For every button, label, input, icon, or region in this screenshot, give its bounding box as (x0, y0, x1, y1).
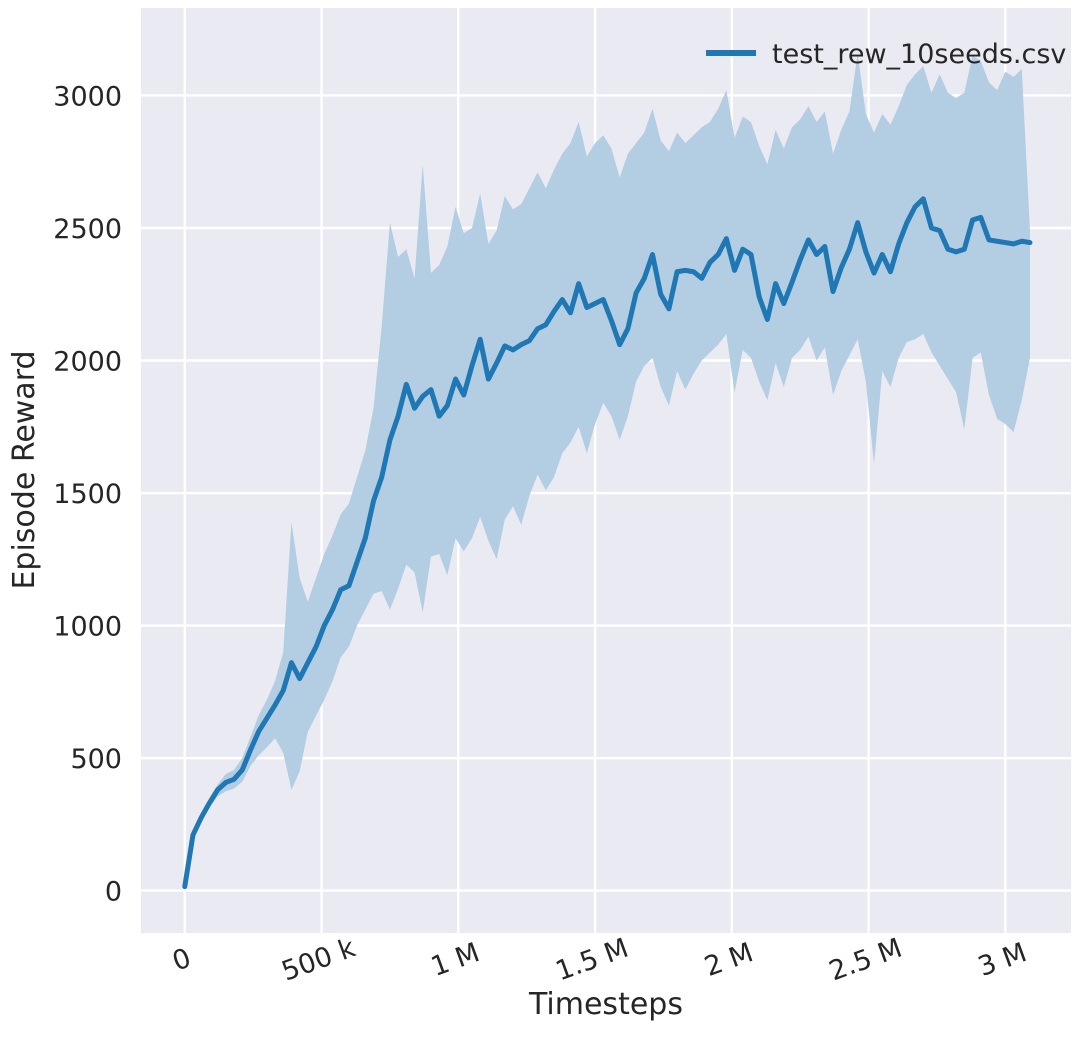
series-band-0 (184, 53, 1030, 887)
y-tick-label: 500 (70, 744, 122, 775)
y-tick-label: 2500 (53, 214, 122, 245)
y-axis-title: Episode Reward (7, 350, 42, 589)
legend[interactable]: test_rew_10seeds.csv (706, 39, 1066, 70)
series-mean-line-0 (182, 196, 1033, 890)
x-axis-title: Timesteps (528, 987, 683, 1022)
y-tick-label: 2000 (53, 347, 122, 378)
y-axis-tick-labels: 0 500 1000 1500 2000 2500 3000 (53, 81, 122, 907)
series-line (182, 196, 1033, 890)
legend-entry-label: test_rew_10seeds.csv (772, 39, 1066, 70)
y-tick-label: 0 (105, 877, 122, 908)
y-tick-label: 1500 (53, 479, 122, 510)
y-tick-label: 1000 (53, 612, 122, 643)
y-tick-label: 3000 (53, 81, 122, 112)
confidence-band (184, 53, 1030, 887)
